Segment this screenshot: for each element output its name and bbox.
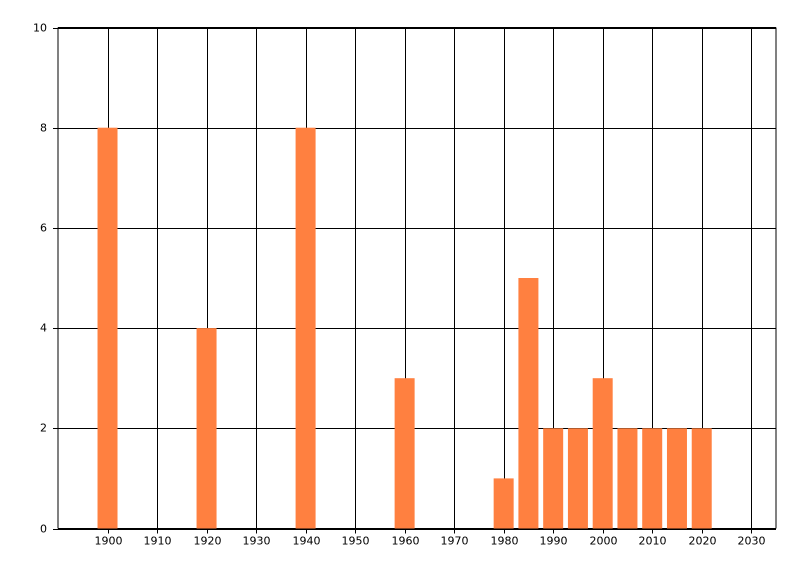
y-tick-label: 2: [40, 422, 47, 435]
x-tick-label: 1970: [441, 535, 469, 548]
x-tick-label: 2010: [639, 535, 667, 548]
y-tick-label: 10: [33, 22, 47, 35]
bar: [617, 428, 638, 529]
y-tick-label: 0: [40, 523, 47, 536]
bar: [518, 278, 539, 529]
bar: [493, 478, 514, 529]
x-tick-label: 1990: [540, 535, 568, 548]
bar: [543, 428, 564, 529]
x-tick-label: 1910: [144, 535, 172, 548]
x-tick-label: 1930: [243, 535, 271, 548]
y-tick-label: 8: [40, 122, 47, 135]
x-tick-label: 2020: [689, 535, 717, 548]
bar: [567, 428, 588, 529]
bar: [666, 428, 687, 529]
bar: [642, 428, 663, 529]
x-tick-label: 2000: [590, 535, 618, 548]
bar: [196, 328, 217, 529]
x-tick-label: 1950: [342, 535, 370, 548]
bar: [691, 428, 712, 529]
bar: [97, 127, 118, 529]
x-tick-label: 1900: [95, 535, 123, 548]
y-tick-label: 6: [40, 222, 47, 235]
x-tick-label: 1920: [194, 535, 222, 548]
x-tick-label: 2030: [738, 535, 766, 548]
bar: [295, 127, 316, 529]
x-tick-label: 1940: [293, 535, 321, 548]
x-tick-label: 1960: [392, 535, 420, 548]
x-tick-label: 1980: [491, 535, 519, 548]
bar: [394, 378, 415, 529]
bar: [592, 378, 613, 529]
y-tick-label: 4: [40, 322, 47, 335]
